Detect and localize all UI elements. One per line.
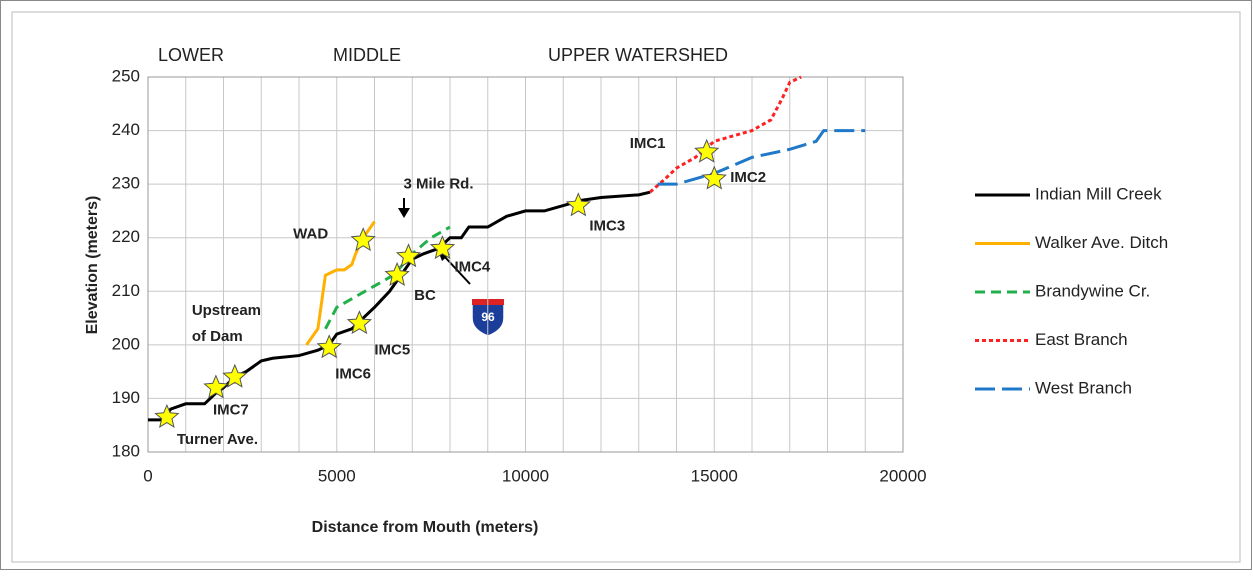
site-label: IMC4 (454, 258, 490, 275)
legend-label: Walker Ave. Ditch (1035, 233, 1168, 252)
x-tick-label: 20000 (879, 466, 926, 485)
chart-border (11, 11, 1241, 563)
x-tick-label: 15000 (691, 466, 738, 485)
series-line (649, 75, 802, 194)
site-marker (346, 310, 373, 335)
section-label: MIDDLE (333, 45, 401, 65)
y-tick-label: 200 (112, 334, 140, 353)
site-marker (429, 235, 456, 260)
site-label: WAD (293, 225, 328, 242)
site-marker (384, 261, 410, 286)
y-tick-label: 250 (112, 66, 140, 85)
y-tick-label: 190 (112, 388, 140, 407)
legend-label: East Branch (1035, 330, 1128, 349)
site-marker (316, 334, 342, 359)
site-label: IMC5 (374, 341, 410, 358)
y-tick-label: 210 (112, 281, 140, 300)
site-marker (565, 192, 592, 217)
site-marker (222, 363, 248, 388)
site-label: IMC1 (630, 135, 666, 152)
site-marker (701, 165, 727, 190)
x-tick-label: 0 (143, 466, 152, 485)
site-label: IMC6 (335, 366, 371, 383)
series-line (657, 129, 866, 186)
y-tick-label: 220 (112, 227, 140, 246)
site-marker (350, 227, 376, 252)
x-axis-label: Distance from Mouth (meters) (312, 519, 539, 536)
plot-area (147, 76, 904, 453)
legend-label: Brandywine Cr. (1035, 281, 1150, 300)
y-tick-label: 230 (112, 174, 140, 193)
site-marker (395, 243, 422, 268)
site-label: IMC2 (730, 169, 766, 186)
x-tick-label: 5000 (318, 466, 356, 485)
site-label: Upstream (192, 302, 261, 319)
site-marker (694, 138, 720, 163)
site-label: Turner Ave. (177, 431, 258, 448)
site-label: BC (414, 287, 436, 304)
section-label: UPPER WATERSHED (548, 45, 728, 65)
y-tick-label: 240 (112, 120, 140, 139)
y-tick-label: 180 (112, 441, 140, 460)
site-label: 3 Mile Rd. (403, 175, 473, 192)
legend-label: Indian Mill Creek (1035, 184, 1162, 203)
site-marker (203, 374, 229, 399)
y-axis-label: Elevation (meters) (84, 196, 101, 335)
site-label: IMC7 (213, 402, 249, 419)
legend-label: West Branch (1035, 378, 1132, 397)
section-label: LOWER (158, 45, 224, 65)
site-label: of Dam (192, 328, 243, 345)
x-tick-label: 10000 (502, 466, 549, 485)
site-label: IMC3 (589, 218, 625, 235)
site-marker (154, 403, 180, 428)
